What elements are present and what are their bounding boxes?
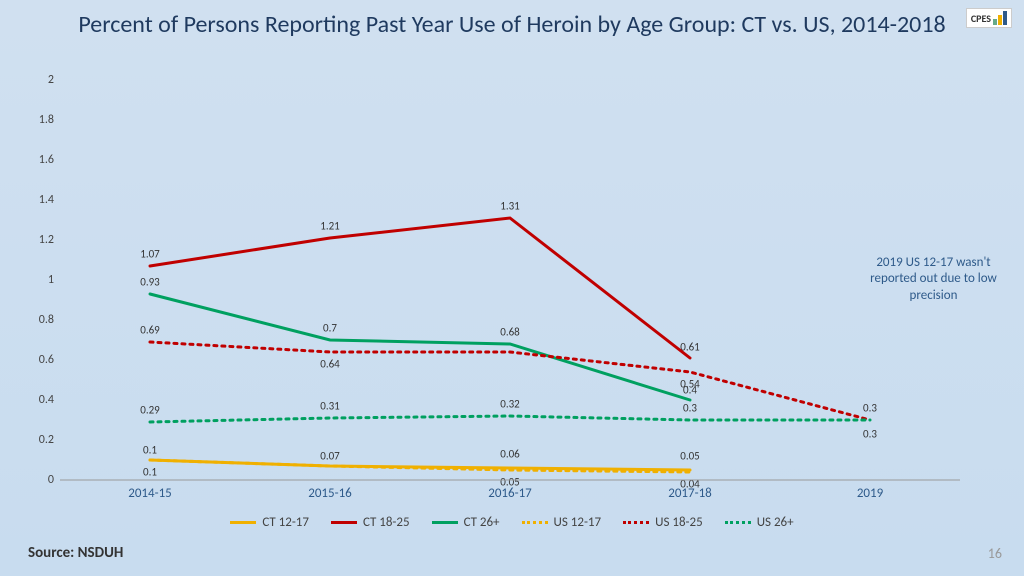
legend-item-ct_12_17: CT 12-17	[230, 515, 309, 530]
source-label: Source: NSDUH	[28, 544, 123, 562]
x-tick-label: 2019	[857, 486, 883, 501]
chart-legend: CT 12-17 CT 18-25 CT 26+ US 12-17 US 18-25 US…	[0, 515, 1024, 530]
legend-label: CT 18-25	[363, 515, 410, 530]
y-tick-label: 1	[48, 273, 54, 287]
y-tick-label: 2	[48, 73, 54, 87]
legend-swatch-icon	[230, 521, 256, 524]
legend-label: US 26+	[757, 515, 794, 530]
legend-swatch-icon	[331, 521, 357, 524]
series-line-us_26plus	[150, 416, 870, 422]
legend-swatch-icon	[522, 521, 548, 524]
legend-item-us_12_17: US 12-17	[522, 515, 602, 530]
x-tick-label: 2014-15	[128, 486, 172, 501]
chart-title: Percent of Persons Reporting Past Year U…	[0, 10, 1024, 40]
y-tick-label: 0.2	[39, 433, 54, 447]
page-number: 16	[988, 545, 1002, 562]
y-tick-label: 1.2	[39, 233, 54, 247]
legend-label: US 18-25	[655, 515, 703, 530]
legend-item-us_18_25: US 18-25	[623, 515, 703, 530]
legend-swatch-icon	[725, 521, 751, 524]
y-tick-label: 0.4	[39, 393, 54, 407]
legend-swatch-icon	[623, 521, 649, 524]
series-line-ct_18_25	[150, 218, 690, 358]
y-tick-label: 0	[48, 473, 54, 487]
y-tick-label: 1.8	[39, 113, 54, 127]
legend-item-ct_18_25: CT 18-25	[331, 515, 410, 530]
legend-item-us_26plus: US 26+	[725, 515, 794, 530]
legend-item-ct_26plus: CT 26+	[432, 515, 500, 530]
legend-label: CT 26+	[464, 515, 500, 530]
legend-label: CT 12-17	[262, 515, 309, 530]
legend-swatch-icon	[432, 521, 458, 524]
y-tick-label: 1.4	[39, 193, 54, 207]
series-line-us_18_25	[150, 342, 870, 420]
precision-note: 2019 US 12-17 wasn't reported out due to…	[861, 255, 1006, 304]
y-tick-label: 0.8	[39, 313, 54, 327]
chart-plot-area: 00.20.40.60.811.21.41.61.822014-152015-1…	[60, 80, 960, 480]
legend-label: US 12-17	[554, 515, 602, 530]
y-tick-label: 1.6	[39, 153, 54, 167]
chart-svg	[60, 80, 960, 480]
x-tick-label: 2015-16	[308, 486, 352, 501]
y-tick-label: 0.6	[39, 353, 54, 367]
